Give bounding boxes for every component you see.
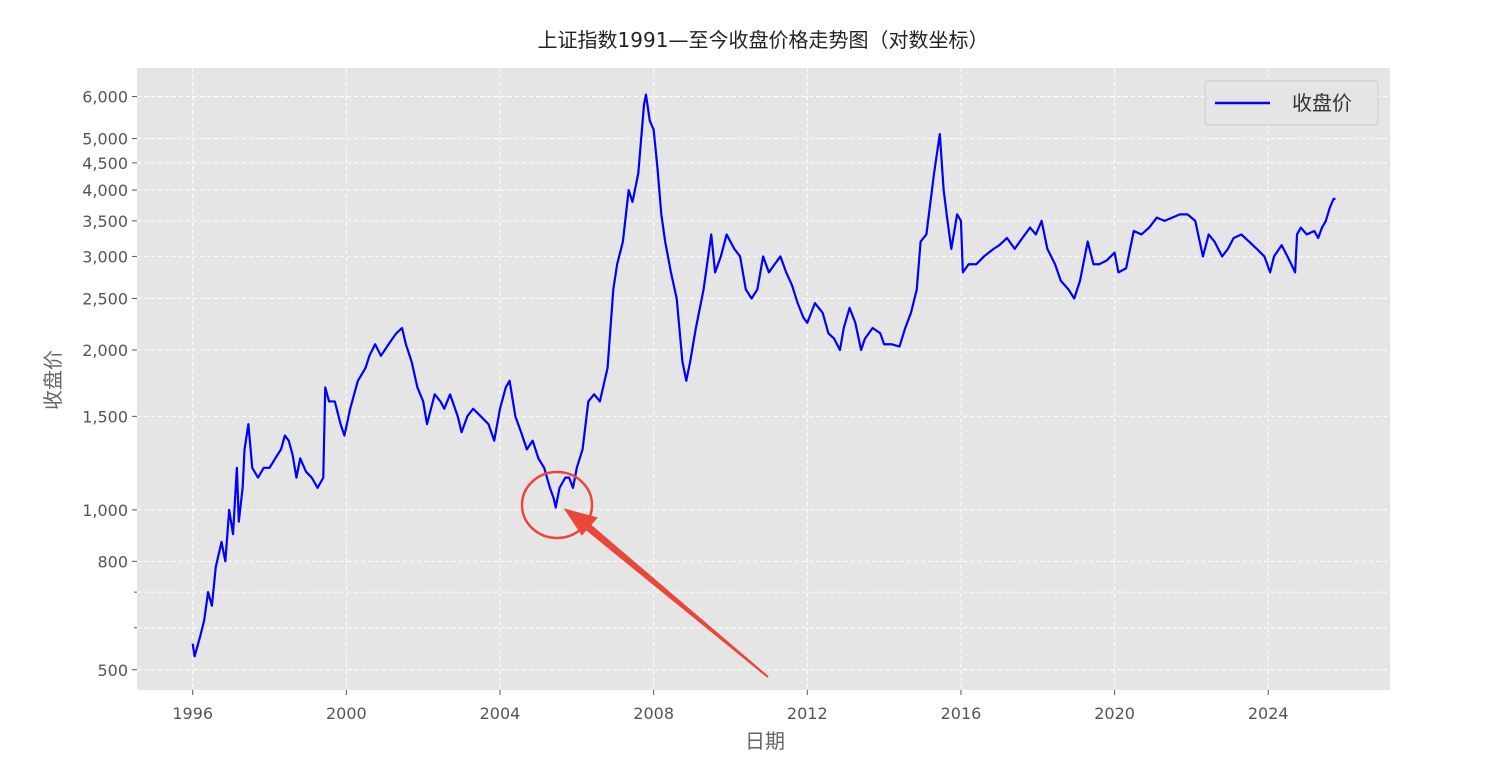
y-tick-label: 2,500 <box>82 289 128 308</box>
y-tick-label: 3,000 <box>82 247 128 266</box>
annotation <box>520 470 769 678</box>
legend-label: 收盘价 <box>1292 91 1352 115</box>
plot-area <box>137 68 1390 690</box>
x-tick-label: 2020 <box>1094 704 1135 723</box>
y-tick-label: 800 <box>97 552 128 571</box>
legend-box <box>1204 80 1379 126</box>
y-tick-label: 1,000 <box>82 501 128 520</box>
chart-title: 上证指数1991—至今收盘价格走势图（对数坐标） <box>538 28 989 52</box>
y-tick-label: 500 <box>97 661 128 680</box>
x-tick-label: 2008 <box>633 704 674 723</box>
y-tick-label: 4,500 <box>82 154 128 173</box>
highlight-circle <box>520 470 594 540</box>
y-tick-label: 5,000 <box>82 130 128 149</box>
x-tick-label: 2012 <box>787 704 828 723</box>
x-tick-label: 2004 <box>480 704 521 723</box>
x-axis-label: 日期 <box>745 729 785 753</box>
x-tick-label: 2000 <box>326 704 367 723</box>
y-tick-label: 4,000 <box>82 181 128 200</box>
x-tick-label: 2024 <box>1248 704 1289 723</box>
y-tick-label: 3,500 <box>82 212 128 231</box>
legend: 收盘价 <box>1204 80 1379 126</box>
y-axis-label: 收盘价 <box>41 350 65 410</box>
arrow <box>563 508 769 678</box>
y-tick-label: 1,500 <box>82 407 128 426</box>
series-line <box>191 93 1336 658</box>
y-tick-label: 2,000 <box>82 341 128 360</box>
x-tick-label: 2016 <box>941 704 982 723</box>
y-tick-label: 6,000 <box>82 88 128 107</box>
x-tick-label: 1996 <box>172 704 213 723</box>
